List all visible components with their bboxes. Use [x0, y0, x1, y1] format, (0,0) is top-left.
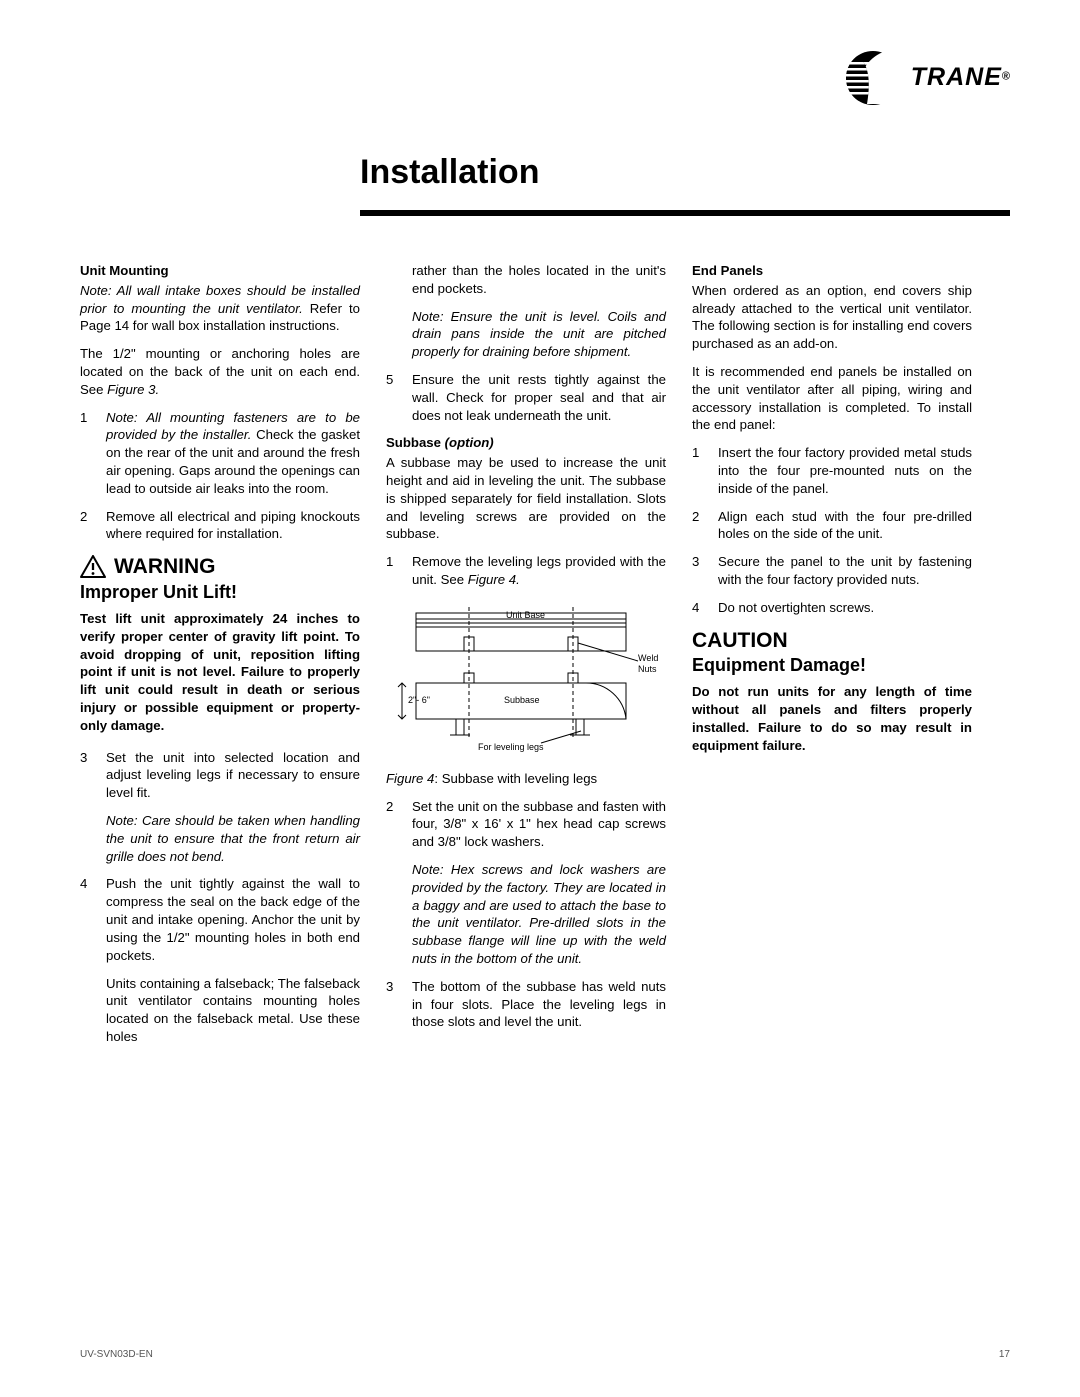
trane-logo-icon — [845, 50, 901, 106]
list-item: 3 The bottom of the subbase has weld nut… — [386, 978, 666, 1031]
col2-top-continuation: rather than the holes located in the uni… — [412, 262, 666, 298]
footer-doc-id: UV-SVN03D-EN — [80, 1348, 153, 1362]
column-3: End Panels When ordered as an option, en… — [692, 262, 972, 1056]
footer-page-number: 17 — [999, 1348, 1010, 1362]
sb-li1-fig: Figure 4. — [468, 572, 520, 587]
p1-fig: Figure 3. — [107, 382, 159, 397]
caution-body: Do not run units for any length of time … — [692, 683, 972, 754]
subbase-p: A subbase may be used to increase the un… — [386, 454, 666, 543]
content-columns: Unit Mounting Note: All wall intake boxe… — [80, 262, 1010, 1056]
caution-subtitle: Equipment Damage! — [692, 653, 972, 677]
col2-note1: Note: Ensure the unit is level. Coils an… — [412, 308, 666, 361]
num: 1 — [80, 409, 94, 498]
list-item: 2 Set the unit on the subbase and fasten… — [386, 798, 666, 851]
num: 3 — [692, 553, 706, 589]
ep-li3: Secure the panel to the unit by fastenin… — [718, 553, 972, 589]
warning-triangle-icon — [80, 555, 106, 579]
list-item: 1 Insert the four factory provided metal… — [692, 444, 972, 497]
unit-mounting-heading: Unit Mounting — [80, 262, 360, 280]
num: 2 — [386, 798, 400, 851]
diag-label-unitbase: Unit Base — [506, 610, 545, 620]
num: 1 — [386, 553, 400, 589]
subbase-heading: Subbase (option) — [386, 434, 666, 452]
ep-li4: Do not overtighten screws. — [718, 599, 972, 617]
num: 2 — [692, 508, 706, 544]
text: Push the unit tightly against the wall t… — [106, 875, 360, 964]
list-item: 1 Remove the leveling legs provided with… — [386, 553, 666, 589]
list-item: 3 Set the unit into selected location an… — [80, 749, 360, 802]
text: Set the unit into selected location and … — [106, 749, 360, 802]
list-item: 2 Remove all electrical and piping knock… — [80, 508, 360, 544]
sb-li3: The bottom of the subbase has weld nuts … — [412, 978, 666, 1031]
list-item: 1 Note: All mounting fasteners are to be… — [80, 409, 360, 498]
num: 4 — [80, 875, 94, 964]
text: Note: All mounting fasteners are to be p… — [106, 409, 360, 498]
end-panels-heading: End Panels — [692, 262, 972, 280]
subbase-list2: 2 Set the unit on the subbase and fasten… — [386, 798, 666, 851]
logo: TRANE® — [845, 50, 1010, 106]
list-item: 4 Push the unit tightly against the wall… — [80, 875, 360, 964]
diag-label-weld2: Nuts — [638, 664, 657, 674]
unit-mounting-list: 1 Note: All mounting fasteners are to be… — [80, 409, 360, 544]
num: 4 — [692, 599, 706, 617]
page-title: Installation — [360, 150, 1010, 196]
logo-text: TRANE® — [911, 61, 1010, 95]
sb-li1-a: Remove the leveling legs provided with t… — [412, 554, 666, 587]
warning-word: WARNING — [114, 553, 216, 581]
diag-label-level: For leveling legs — [478, 742, 544, 752]
li4-text: Push the unit tightly against the wall t… — [106, 876, 360, 962]
subbase-list: 1 Remove the leveling legs provided with… — [386, 553, 666, 589]
li2-text: Remove all electrical and piping knockou… — [106, 508, 360, 544]
ep-li2: Align each stud with the four pre-drille… — [718, 508, 972, 544]
ep-li1: Insert the four factory provided metal s… — [718, 444, 972, 497]
brand-name: TRANE — [911, 63, 1002, 91]
diag-label-weld1: Weld — [638, 653, 658, 663]
text: Remove the leveling legs provided with t… — [412, 553, 666, 589]
title-rule — [360, 210, 1010, 216]
column-1: Unit Mounting Note: All wall intake boxe… — [80, 262, 360, 1056]
fig4-i: Figure 4 — [386, 771, 434, 786]
end-panel-list: 1 Insert the four factory provided metal… — [692, 444, 972, 617]
subbase-list3: 3 The bottom of the subbase has weld nut… — [386, 978, 666, 1031]
unit-mounting-p1: The 1/2" mounting or anchoring holes are… — [80, 345, 360, 398]
unit-mounting-list-cont2: 4 Push the unit tightly against the wall… — [80, 875, 360, 964]
end-p1: When ordered as an option, end covers sh… — [692, 282, 972, 353]
figure-4-diagram: Unit Base Weld Nuts 2"- 6" Subbase For l… — [386, 605, 666, 755]
col2-list1: 5 Ensure the unit rests tightly against … — [386, 371, 666, 424]
registered-mark: ® — [1002, 71, 1010, 83]
li3-note: Note: Care should be taken when handling… — [106, 812, 360, 865]
warning-body: Test lift unit approximately 24 inches t… — [80, 610, 360, 735]
diag-label-subbase: Subbase — [504, 695, 540, 705]
warning-subtitle: Improper Unit Lift! — [80, 580, 360, 604]
list-item: 5 Ensure the unit rests tightly against … — [386, 371, 666, 424]
unit-mounting-list-cont: 3 Set the unit into selected location an… — [80, 749, 360, 802]
num: 2 — [80, 508, 94, 544]
warning-heading: WARNING — [80, 553, 360, 581]
sb-li2: Set the unit on the subbase and fasten w… — [412, 798, 666, 851]
unit-mounting-note: Note: All wall intake boxes should be in… — [80, 282, 360, 335]
sb-note2: Note: Hex screws and lock washers are pr… — [412, 861, 666, 968]
subbase-head-i: (option) — [441, 435, 494, 450]
num: 3 — [80, 749, 94, 802]
num: 5 — [386, 371, 400, 424]
column-2: rather than the holes located in the uni… — [386, 262, 666, 1056]
li4-extra: Units containing a falseback; The falseb… — [106, 975, 360, 1046]
list-item: 2 Align each stud with the four pre-dril… — [692, 508, 972, 544]
num: 1 — [692, 444, 706, 497]
list-item: 3 Secure the panel to the unit by fasten… — [692, 553, 972, 589]
end-p2: It is recommended end panels be installe… — [692, 363, 972, 434]
caution-word: CAUTION — [692, 627, 972, 655]
figure-4-caption: Figure 4: Subbase with leveling legs — [386, 770, 666, 788]
diag-label-height: 2"- 6" — [408, 695, 430, 705]
num: 3 — [386, 978, 400, 1031]
fig4-rest: : Subbase with leveling legs — [434, 771, 597, 786]
li3-text: Set the unit into selected location and … — [106, 750, 360, 801]
list-item: 4 Do not overtighten screws. — [692, 599, 972, 617]
subbase-head-b: Subbase — [386, 435, 441, 450]
li5-text: Ensure the unit rests tightly against th… — [412, 371, 666, 424]
